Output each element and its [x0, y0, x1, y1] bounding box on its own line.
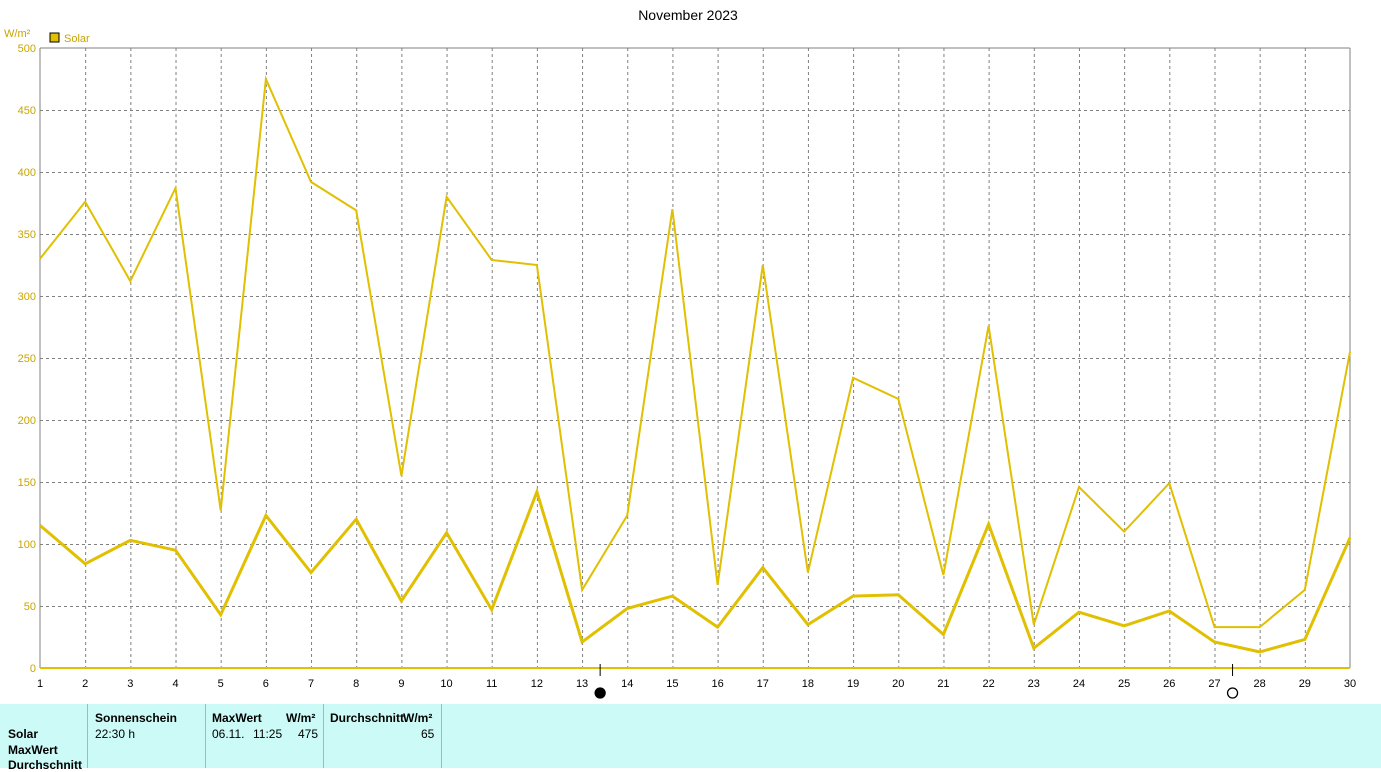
x-tick-label: 11	[486, 678, 497, 690]
x-tick-label: 1	[37, 678, 43, 690]
full-moon-icon	[1228, 688, 1238, 698]
y-tick-label: 350	[18, 229, 36, 241]
y-tick-label: 200	[18, 415, 36, 427]
sunshine-header: Sonnenschein	[95, 711, 177, 725]
x-tick-label: 25	[1118, 678, 1130, 690]
x-tick-label: 7	[308, 678, 314, 690]
chart-title: November 2023	[638, 7, 738, 23]
x-tick-label: 12	[531, 678, 543, 690]
data-lines	[40, 79, 1350, 652]
column-divider	[323, 704, 324, 768]
legend-swatch	[50, 33, 59, 42]
row-label-max: MaxWert	[8, 743, 58, 757]
y-tick-label: 50	[24, 601, 36, 613]
x-tick-label: 8	[353, 678, 359, 690]
max-header: MaxWert	[212, 711, 262, 725]
x-tick-label: 20	[892, 678, 904, 690]
y-tick-label: 400	[18, 167, 36, 179]
x-tick-label: 13	[576, 678, 588, 690]
x-tick-label: 18	[802, 678, 814, 690]
y-tick-label: 150	[18, 477, 36, 489]
x-tick-label: 14	[621, 678, 633, 690]
moon-phase-markers	[595, 664, 1237, 698]
x-tick-label: 21	[937, 678, 949, 690]
row-label-average: Durchschnitt	[8, 758, 82, 772]
x-tick-label: 28	[1254, 678, 1266, 690]
y-tick-label: 300	[18, 291, 36, 303]
x-tick-label: 24	[1073, 678, 1085, 690]
y-tick-label: 100	[18, 539, 36, 551]
max-value: 475	[298, 727, 318, 741]
avg-value: 65	[421, 727, 434, 741]
x-tick-label: 27	[1208, 678, 1220, 690]
legend: Solar	[50, 33, 90, 45]
avg-unit: W/m²	[403, 711, 432, 725]
x-tick-label: 29	[1299, 678, 1311, 690]
x-tick-label: 10	[440, 678, 452, 690]
max-date: 06.11.	[212, 727, 244, 741]
column-divider	[441, 704, 442, 768]
y-axis-ticks: 0 50 100 150 200 250 300 350 400 450 500	[18, 43, 36, 675]
x-tick-label: 3	[127, 678, 133, 690]
x-tick-label: 5	[218, 678, 224, 690]
y-tick-label: 500	[18, 43, 36, 55]
legend-label: Solar	[64, 33, 90, 45]
x-tick-label: 16	[711, 678, 723, 690]
avg-header: Durchschnitt	[330, 711, 404, 725]
x-tick-label: 26	[1163, 678, 1175, 690]
x-tick-label: 9	[398, 678, 404, 690]
x-tick-label: 17	[757, 678, 769, 690]
statistics-table: Solar MaxWert Durchschnitt Sonnenschein …	[0, 704, 1381, 768]
x-tick-label: 6	[263, 678, 269, 690]
column-divider	[87, 704, 88, 768]
y-tick-label: 0	[30, 663, 36, 675]
row-label-solar: Solar	[8, 727, 38, 741]
max-unit: W/m²	[286, 711, 315, 725]
y-tick-label: 450	[18, 105, 36, 117]
x-tick-label: 4	[172, 678, 178, 690]
y-tick-label: 250	[18, 353, 36, 365]
x-tick-label: 2	[82, 678, 88, 690]
max-time: 11:25	[253, 727, 282, 741]
solar-chart: November 2023 W/m² Solar 050100150200250…	[0, 0, 1381, 704]
new-moon-icon	[595, 688, 605, 698]
series-line-average	[40, 492, 1350, 652]
sunshine-value: 22:30 h	[95, 727, 135, 741]
x-tick-label: 30	[1344, 678, 1356, 690]
x-tick-label: 22	[982, 678, 994, 690]
y-axis-unit: W/m²	[4, 28, 31, 40]
x-tick-label: 23	[1028, 678, 1040, 690]
column-divider	[205, 704, 206, 768]
x-tick-label: 15	[666, 678, 678, 690]
x-tick-label: 19	[847, 678, 859, 690]
